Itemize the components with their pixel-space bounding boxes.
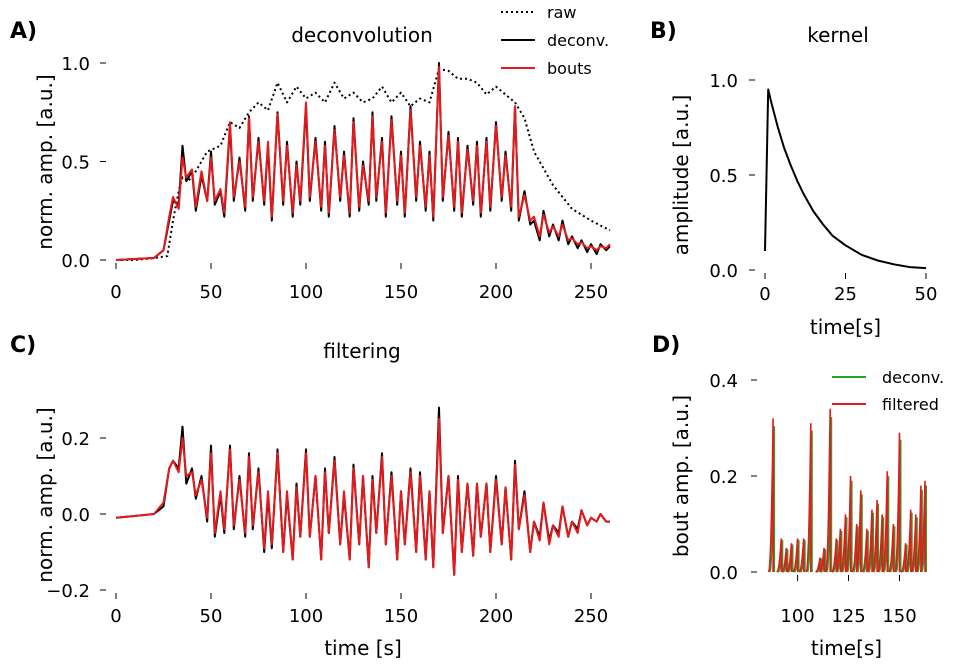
panel-b: 0 25 50 0.0 0.5 1.0 B) kernel amplitude [a.u.] ti… xyxy=(650,19,937,339)
y-tick-label: 0.4 xyxy=(709,371,738,392)
legend-label: filtered xyxy=(882,395,939,414)
chart-title: filtering xyxy=(323,339,400,363)
x-tick-label: 125 xyxy=(831,606,865,627)
y-tick-label: 0.0 xyxy=(61,251,90,272)
panel-label: A) xyxy=(10,19,37,44)
x-axis-label: time[s] xyxy=(811,636,882,660)
y-tick-label: 0.2 xyxy=(709,467,738,488)
x-tick-label: 200 xyxy=(479,606,513,627)
legend-label: raw xyxy=(547,3,576,22)
y-axis-label: norm. amp. [a.u.] xyxy=(33,407,57,582)
x-tick-label: 25 xyxy=(834,284,857,305)
legend-label: deconv. xyxy=(882,368,944,387)
series-line-deconv xyxy=(115,62,611,261)
bout-trace xyxy=(905,509,912,573)
panel-c: 0 50 100 150 200 250 −0.2 0.0 0.2 C) filtering norm… xyxy=(10,333,610,660)
y-tick-label: 0.0 xyxy=(61,505,90,526)
x-tick-label: 150 xyxy=(384,282,418,303)
bout-trace xyxy=(877,514,884,573)
x-tick-label: 50 xyxy=(200,606,223,627)
x-tick-label: 100 xyxy=(289,606,323,627)
series-line-0 xyxy=(764,88,927,270)
bout-trace xyxy=(861,528,868,573)
y-tick-label: 0.5 xyxy=(709,166,738,187)
bout-trace xyxy=(781,547,788,573)
bout-trace xyxy=(900,543,907,573)
x-tick-label: 50 xyxy=(915,284,938,305)
series-line-raw xyxy=(116,67,611,261)
y-tick-label: 1.0 xyxy=(61,54,90,75)
bout-trace xyxy=(888,523,895,573)
bout-trace xyxy=(792,538,799,573)
x-axis-label: time[s] xyxy=(810,315,881,339)
y-axis-label: norm. amp. [a.u.] xyxy=(33,74,57,249)
x-tick-label: 0 xyxy=(110,606,121,627)
x-tick-label: 250 xyxy=(574,282,608,303)
panel-label: C) xyxy=(10,333,36,358)
bout-trace xyxy=(815,557,821,573)
bout-trace xyxy=(910,514,917,573)
x-tick-label: 150 xyxy=(882,606,916,627)
series-line-bouts xyxy=(115,65,611,261)
y-tick-label: −0.2 xyxy=(46,581,90,602)
y-tick-label: 0.2 xyxy=(61,429,90,450)
x-tick-label: 100 xyxy=(780,606,814,627)
bout-trace xyxy=(845,475,852,573)
y-tick-label: 1.0 xyxy=(709,71,738,92)
x-tick-label: 0 xyxy=(759,284,770,305)
bout-trace xyxy=(915,485,922,573)
bout-trace xyxy=(824,408,832,573)
bout-trace xyxy=(776,538,783,573)
legend-label: deconv. xyxy=(547,31,609,50)
bout-trace xyxy=(835,528,842,573)
y-tick-label: 0.0 xyxy=(709,261,738,282)
chart-title: deconvolution xyxy=(291,23,433,47)
x-tick-label: 50 xyxy=(200,282,223,303)
bout-trace xyxy=(851,523,858,573)
bout-trace xyxy=(831,538,838,573)
panel-a: 0 50 100 150 200 250 0.0 0.5 1.0 A) deconvolution n… xyxy=(10,3,611,303)
bout-trace xyxy=(871,499,878,573)
bout-trace xyxy=(840,514,847,573)
x-tick-label: 200 xyxy=(479,282,513,303)
legend-label: bouts xyxy=(547,59,592,78)
bout-trace xyxy=(882,471,889,573)
bout-trace xyxy=(805,423,812,573)
x-tick-label: 150 xyxy=(384,606,418,627)
y-axis-label: bout amp. [a.u.] xyxy=(669,395,693,557)
bout-trace xyxy=(855,490,862,573)
bout-trace xyxy=(919,480,926,573)
bout-trace xyxy=(798,538,805,573)
series-line-1 xyxy=(115,418,610,576)
bout-traces xyxy=(767,408,928,573)
panel-label: B) xyxy=(650,19,677,44)
panel-label: D) xyxy=(652,333,680,358)
x-tick-label: 0 xyxy=(110,282,121,303)
bout-trace xyxy=(767,418,774,573)
y-tick-label: 0.0 xyxy=(709,563,738,584)
chart-title: kernel xyxy=(807,23,869,47)
bout-trace xyxy=(866,509,873,573)
y-axis-label: amplitude [a.u.] xyxy=(669,95,693,256)
bout-trace xyxy=(786,543,793,573)
panel-d: 100 125 150 0.0 0.2 0.4 D) bout amp. [a.u.] time… xyxy=(652,333,944,660)
x-tick-label: 100 xyxy=(289,282,323,303)
y-tick-label: 0.5 xyxy=(61,153,90,174)
bout-trace xyxy=(894,432,901,573)
x-axis-label: time [s] xyxy=(324,636,402,660)
x-tick-label: 250 xyxy=(574,606,608,627)
bout-trace xyxy=(819,547,825,573)
